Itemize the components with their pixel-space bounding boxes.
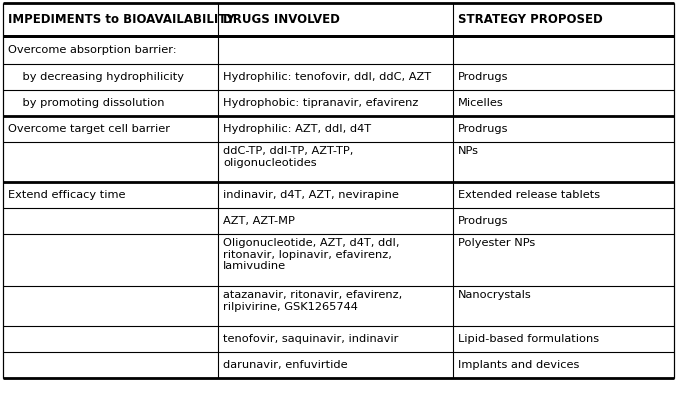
Text: Extend efficacy time: Extend efficacy time (8, 190, 125, 200)
Text: AZT, AZT-MP: AZT, AZT-MP (223, 216, 295, 226)
Text: Overcome absorption barrier:: Overcome absorption barrier: (8, 45, 176, 55)
Text: DRUGS INVOLVED: DRUGS INVOLVED (223, 13, 340, 26)
Text: Prodrugs: Prodrugs (458, 216, 509, 226)
Text: Prodrugs: Prodrugs (458, 72, 509, 82)
Text: indinavir, d4T, AZT, nevirapine: indinavir, d4T, AZT, nevirapine (223, 190, 399, 200)
Text: Implants and devices: Implants and devices (458, 360, 580, 370)
Text: Overcome target cell barrier: Overcome target cell barrier (8, 124, 170, 134)
Text: Hydrophobic: tipranavir, efavirenz: Hydrophobic: tipranavir, efavirenz (223, 98, 418, 108)
Text: IMPEDIMENTS to BIOAVAILABILITY: IMPEDIMENTS to BIOAVAILABILITY (8, 13, 235, 26)
Text: ddC-TP, ddI-TP, AZT-TP,
oligonucleotides: ddC-TP, ddI-TP, AZT-TP, oligonucleotides (223, 146, 353, 168)
Text: Nanocrystals: Nanocrystals (458, 290, 532, 300)
Text: NPs: NPs (458, 146, 479, 156)
Text: Hydrophilic: AZT, ddI, d4T: Hydrophilic: AZT, ddI, d4T (223, 124, 371, 134)
Text: Polyester NPs: Polyester NPs (458, 238, 535, 248)
Text: Oligonucleotide, AZT, d4T, ddI,
ritonavir, lopinavir, efavirenz,
lamivudine: Oligonucleotide, AZT, d4T, ddI, ritonavi… (223, 238, 400, 271)
Text: tenofovir, saquinavir, indinavir: tenofovir, saquinavir, indinavir (223, 334, 398, 344)
Text: by decreasing hydrophilicity: by decreasing hydrophilicity (8, 72, 184, 82)
Text: STRATEGY PROPOSED: STRATEGY PROPOSED (458, 13, 603, 26)
Text: Micelles: Micelles (458, 98, 504, 108)
Text: Lipid-based formulations: Lipid-based formulations (458, 334, 599, 344)
Text: darunavir, enfuvirtide: darunavir, enfuvirtide (223, 360, 347, 370)
Text: Extended release tablets: Extended release tablets (458, 190, 600, 200)
Text: Prodrugs: Prodrugs (458, 124, 509, 134)
Text: Hydrophilic: tenofovir, ddI, ddC, AZT: Hydrophilic: tenofovir, ddI, ddC, AZT (223, 72, 431, 82)
Text: by promoting dissolution: by promoting dissolution (8, 98, 165, 108)
Text: atazanavir, ritonavir, efavirenz,
rilpivirine, GSK1265744: atazanavir, ritonavir, efavirenz, rilpiv… (223, 290, 402, 312)
